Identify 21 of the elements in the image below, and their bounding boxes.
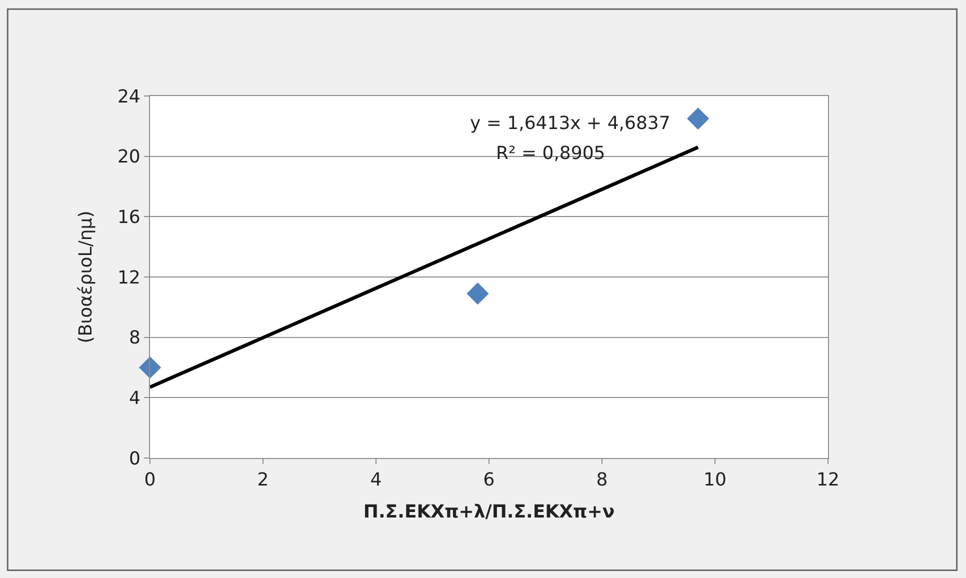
- x-axis-title: Π.Σ.ΕΚΧπ+λ/Π.Σ.ΕΚΧπ+ν: [363, 502, 615, 523]
- y-tick-label: 16: [117, 206, 140, 228]
- y-tick-label: 24: [117, 86, 140, 108]
- x-tick-label: 0: [144, 470, 156, 491]
- x-tick-label: 12: [816, 470, 840, 491]
- point: [466, 282, 489, 305]
- y-tick-label: 20: [117, 146, 140, 168]
- y-tick-label: 0: [128, 448, 140, 470]
- x-tick-label: 10: [704, 470, 726, 491]
- x-tick-label: 6: [483, 470, 495, 491]
- annotation: y = 1,6413x + 4,6837: [470, 113, 670, 134]
- y-tick-label: 4: [128, 388, 140, 409]
- x-tick-label: 8: [596, 470, 608, 491]
- y-tick-label: 12: [117, 267, 140, 288]
- point: [138, 356, 162, 379]
- y-axis-title: (ΒιοαέριοL/ημ): [76, 210, 97, 344]
- x-tick-label: 2: [257, 470, 269, 491]
- x-tick-label: 4: [370, 470, 382, 491]
- point: [687, 108, 710, 130]
- annotation: R² = 0,8905: [496, 143, 606, 164]
- y-tick-label: 8: [128, 328, 140, 349]
